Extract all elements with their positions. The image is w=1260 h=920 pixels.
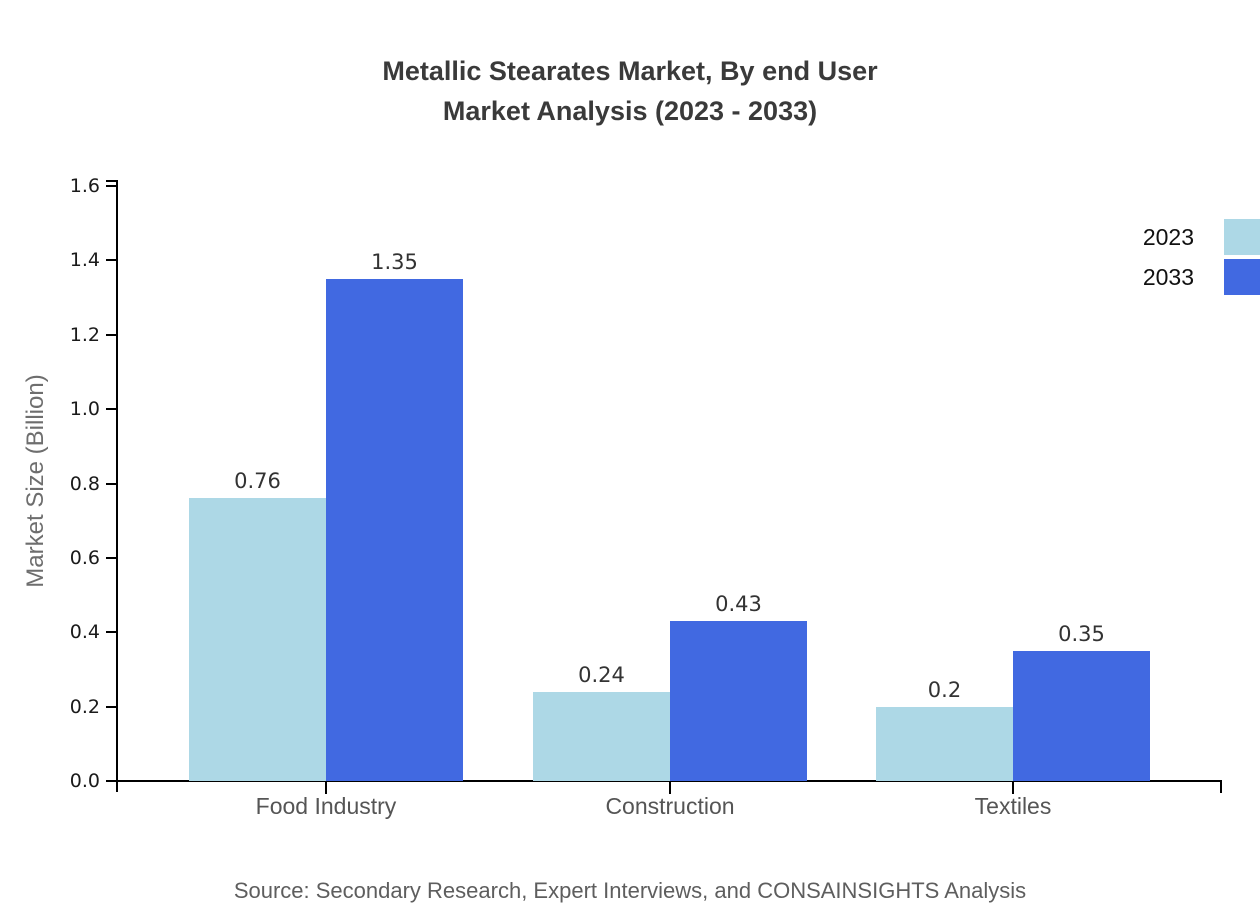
category-label: Food Industry <box>255 793 397 819</box>
legend-item-2023: 2023 <box>1143 219 1260 255</box>
legend-label-2023: 2023 <box>1142 223 1194 250</box>
chart-title: Metallic Stearates Market, By end User M… <box>0 51 1260 131</box>
y-tick-label: 0.0 <box>69 770 100 792</box>
legend-swatch-2033 <box>1224 259 1260 295</box>
bar-value-label: 0.2 <box>927 678 962 702</box>
x-tick <box>1012 782 1014 794</box>
bar-value-label: 0.35 <box>1058 622 1105 646</box>
legend-label-2033: 2033 <box>1142 263 1194 290</box>
y-tick <box>106 556 116 559</box>
bar-2023-textiles <box>876 707 1013 781</box>
legend-item-2033: 2033 <box>1143 259 1260 295</box>
x-axis-end-cap <box>1220 780 1222 793</box>
y-tick-label: 0.4 <box>69 621 100 644</box>
y-tick-label: 1.6 <box>69 175 100 197</box>
y-tick-label: 0.2 <box>69 695 100 718</box>
bar-2023-food-industry <box>189 498 326 781</box>
y-tick-label: 0.8 <box>69 472 100 495</box>
legend: 2023 2033 <box>1143 219 1260 299</box>
bar-2023-construction <box>533 692 670 781</box>
y-tick <box>106 631 116 634</box>
source-note: Source: Secondary Research, Expert Inter… <box>233 878 1027 903</box>
bar-value-label: 0.24 <box>578 663 625 687</box>
bar-2033-textiles <box>1013 651 1150 781</box>
y-tick-label: 1.4 <box>69 249 100 272</box>
y-tick <box>106 408 116 411</box>
y-tick <box>106 259 116 262</box>
y-axis-end-cap <box>106 180 116 182</box>
y-tick <box>106 333 116 336</box>
bar-value-label: 0.43 <box>715 592 762 616</box>
y-tick <box>106 185 116 187</box>
x-tick <box>325 782 327 794</box>
category-label: Construction <box>605 793 735 819</box>
legend-swatch-2023 <box>1224 219 1260 255</box>
bar-value-label: 0.76 <box>234 469 281 493</box>
bar-2033-food-industry <box>326 279 463 781</box>
x-axis-line <box>107 780 1222 782</box>
category-label: Textiles <box>974 793 1052 819</box>
y-tick-label: 1.2 <box>69 323 100 346</box>
x-tick <box>669 782 671 794</box>
y-tick <box>106 482 116 485</box>
y-tick <box>106 705 116 708</box>
bar-2033-construction <box>670 621 807 781</box>
y-tick-label: 0.6 <box>69 546 100 569</box>
y-tick-label: 1.0 <box>69 398 100 421</box>
bar-value-label: 1.35 <box>371 250 418 274</box>
chart-title-line1: Metallic Stearates Market, By end User <box>382 56 878 86</box>
y-tick <box>106 780 116 782</box>
y-axis-line <box>116 180 118 792</box>
chart-title-line2: Market Analysis (2023 - 2033) <box>442 96 818 126</box>
